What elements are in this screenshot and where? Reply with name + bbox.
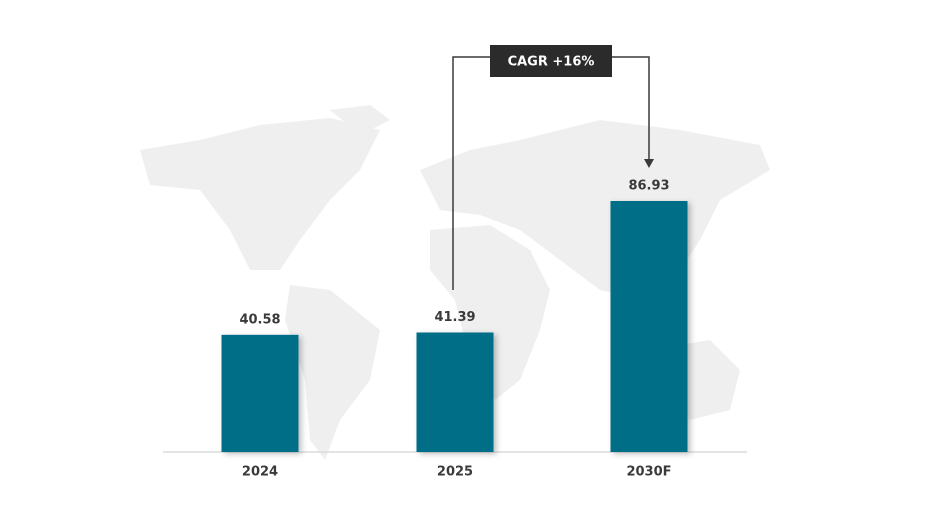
value-label: 40.58 — [239, 312, 280, 327]
annotation-box — [490, 45, 612, 77]
value-label: 86.93 — [628, 179, 669, 194]
bar — [416, 332, 494, 452]
value-label: 41.39 — [434, 310, 475, 325]
bar — [610, 201, 688, 452]
annotation-arrow — [644, 159, 654, 168]
cagr-annotation: CAGR +16% — [452, 45, 654, 290]
x-tick-label: 2025 — [437, 465, 473, 480]
x-tick-label: 2024 — [242, 465, 278, 480]
x-tick-label: 2030F — [626, 465, 671, 480]
bar — [221, 334, 299, 452]
annotation-text: CAGR +16% — [508, 55, 595, 70]
